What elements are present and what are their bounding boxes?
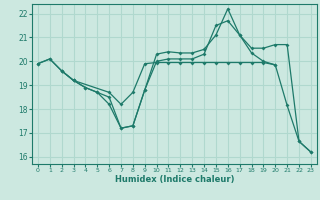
X-axis label: Humidex (Indice chaleur): Humidex (Indice chaleur) xyxy=(115,175,234,184)
